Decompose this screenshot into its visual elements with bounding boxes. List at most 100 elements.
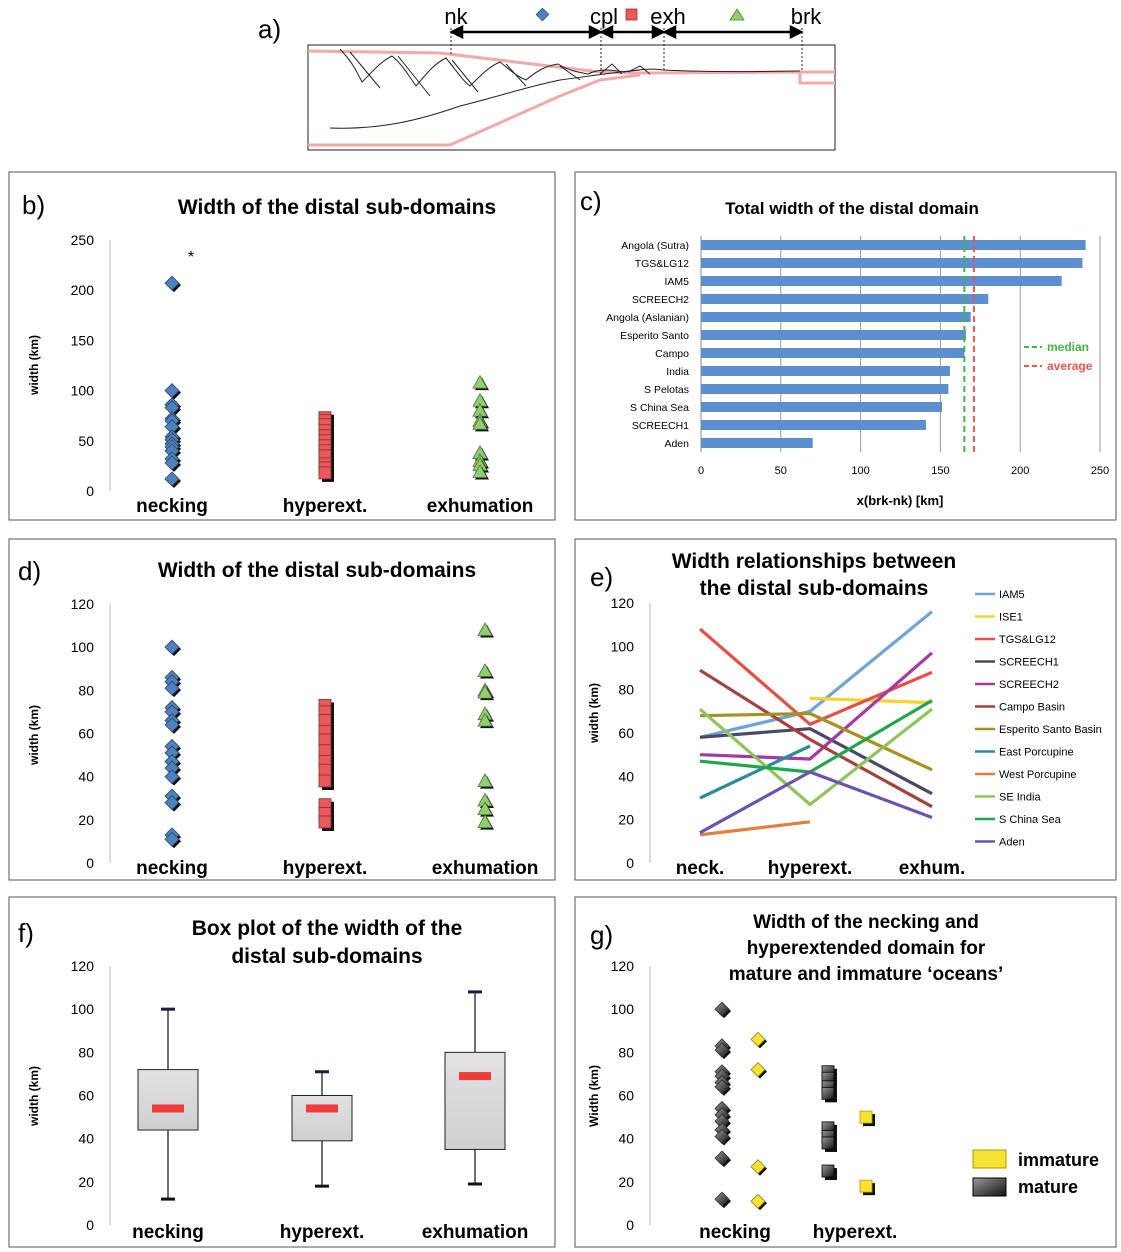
- detachment-line: [329, 69, 641, 129]
- legend-label: SCREECH2: [999, 679, 1059, 691]
- label-brk: brk: [791, 4, 823, 29]
- bar-category-label: Aden: [664, 438, 689, 450]
- x-tick-label: 250: [1091, 465, 1109, 477]
- panel-g-title-line1: Width of the necking and: [753, 912, 979, 933]
- legend-label-average: average: [1047, 359, 1093, 373]
- y-tick-label: 150: [71, 332, 95, 348]
- bar: [701, 366, 950, 376]
- series-line: [699, 668, 933, 809]
- triangle-marker: [472, 374, 488, 389]
- bar-category-label: Campo: [655, 348, 689, 360]
- panel-b-marks: [164, 275, 489, 488]
- legend-label-immature: immature: [1018, 1150, 1099, 1170]
- panel-e-letter: e): [590, 562, 613, 592]
- panel-b: b) Width of the distal sub-domains width…: [8, 171, 556, 521]
- y-tick-label: 0: [626, 855, 634, 871]
- bar: [701, 348, 965, 358]
- section-frame: [307, 44, 836, 151]
- y-tick-label: 40: [78, 769, 94, 785]
- category-label: exhumation: [432, 858, 539, 879]
- diamond-marker: [714, 1001, 730, 1017]
- series-line: [698, 707, 933, 807]
- y-tick-label: 40: [618, 768, 634, 784]
- panel-c: c) Total width of the distal domain x(br…: [574, 171, 1117, 521]
- bar-category-label: SCREECH2: [632, 294, 689, 306]
- diamond-marker: [164, 831, 180, 847]
- panel-d-title: Width of the distal sub-domains: [158, 559, 476, 582]
- bar-category-label: S Pelotas: [644, 384, 689, 396]
- y-tick-label: 0: [86, 1217, 94, 1233]
- bar: [701, 330, 966, 340]
- panel-g-ylabel: Width (km): [587, 1065, 601, 1127]
- legend-swatch-immature: [972, 1149, 1007, 1169]
- y-tick-label: 100: [611, 638, 635, 654]
- y-tick-label: 120: [71, 958, 95, 974]
- panel-e-yaxis: 0 20 40 60 80 100 120: [611, 595, 651, 871]
- legend-label: IAM5: [999, 589, 1025, 601]
- normal-faults: [349, 51, 581, 97]
- diamond-marker: [164, 275, 180, 291]
- category-label: hyperext.: [768, 858, 852, 879]
- y-tick-label: 60: [618, 1088, 634, 1104]
- bar-category-label: TGS&LG12: [635, 258, 689, 270]
- x-tick-label: 150: [931, 465, 949, 477]
- y-tick-label: 120: [611, 595, 635, 611]
- triangle-marker: [472, 464, 488, 478]
- median-bar: [306, 1104, 338, 1113]
- moho-boundary: [308, 73, 641, 147]
- legend-swatch-mature: [972, 1177, 1007, 1197]
- y-tick-label: 80: [78, 1044, 94, 1060]
- panel-g: g) Width of the necking and hyperextende…: [574, 896, 1117, 1248]
- panel-d-categories: necking hyperext. exhumation: [136, 858, 538, 879]
- x-tick-label: 200: [1011, 465, 1029, 477]
- category-label: necking: [132, 1222, 204, 1243]
- y-tick-label: 0: [86, 483, 94, 499]
- bar: [701, 384, 949, 394]
- panel-c-reference-lines: median average: [963, 236, 1093, 452]
- diamond-marker: [714, 1191, 730, 1207]
- panel-c-xlabel: x(brk-nk) [km]: [857, 493, 944, 508]
- diamond-marker: [750, 1031, 766, 1047]
- box: [137, 1069, 199, 1131]
- panel-c-grid: 0 50 100 150 200 250: [698, 236, 1109, 477]
- legend-label-mature: mature: [1018, 1177, 1078, 1197]
- square-marker: [318, 466, 332, 480]
- y-tick-label: 0: [626, 1217, 634, 1233]
- x-tick-label: 0: [698, 465, 704, 477]
- y-tick-label: 120: [611, 958, 635, 974]
- diamond-marker: [750, 1193, 766, 1209]
- panel-g-title-line3: mature and immature ‘oceans’: [729, 964, 1004, 985]
- y-tick-label: 20: [78, 1174, 94, 1190]
- diamond-marker: [750, 1062, 766, 1078]
- category-label: necking: [699, 1222, 771, 1243]
- panel-g-title-line2: hyperextended domain for: [747, 938, 986, 959]
- bar-category-label: S China Sea: [630, 402, 689, 414]
- diamond-marker: [164, 680, 180, 696]
- fault-blocks-line: [339, 48, 589, 87]
- y-tick-label: 60: [78, 1088, 94, 1104]
- triangle-marker: [477, 622, 493, 636]
- panel-b-annotation: *: [188, 249, 194, 266]
- diamond-marker: [164, 717, 180, 733]
- y-tick-label: 60: [618, 725, 634, 741]
- panel-b-title: Width of the distal sub-domains: [178, 196, 496, 219]
- category-label: hyperext.: [813, 1222, 897, 1243]
- bar: [701, 240, 1086, 250]
- diamond-marker: [164, 769, 180, 785]
- square-marker: [318, 733, 332, 747]
- diamond-marker: [714, 1079, 730, 1095]
- bar-category-label: Angola (Sutra): [621, 240, 689, 252]
- panel-f-boxes: [137, 990, 506, 1201]
- panel-f-ylabel: width (km): [27, 1066, 41, 1127]
- domain-arrows: [449, 24, 804, 40]
- median-bar: [459, 1072, 491, 1081]
- series-line: [809, 696, 933, 705]
- panel-b-categories: necking hyperext. exhumation: [136, 496, 533, 517]
- box: [444, 1051, 506, 1150]
- panel-f-frame: [8, 896, 556, 1248]
- diamond-marker: [750, 1159, 766, 1175]
- y-tick-label: 80: [618, 682, 634, 698]
- y-tick-label: 200: [71, 282, 95, 298]
- exhumed-surface-line: [587, 68, 801, 75]
